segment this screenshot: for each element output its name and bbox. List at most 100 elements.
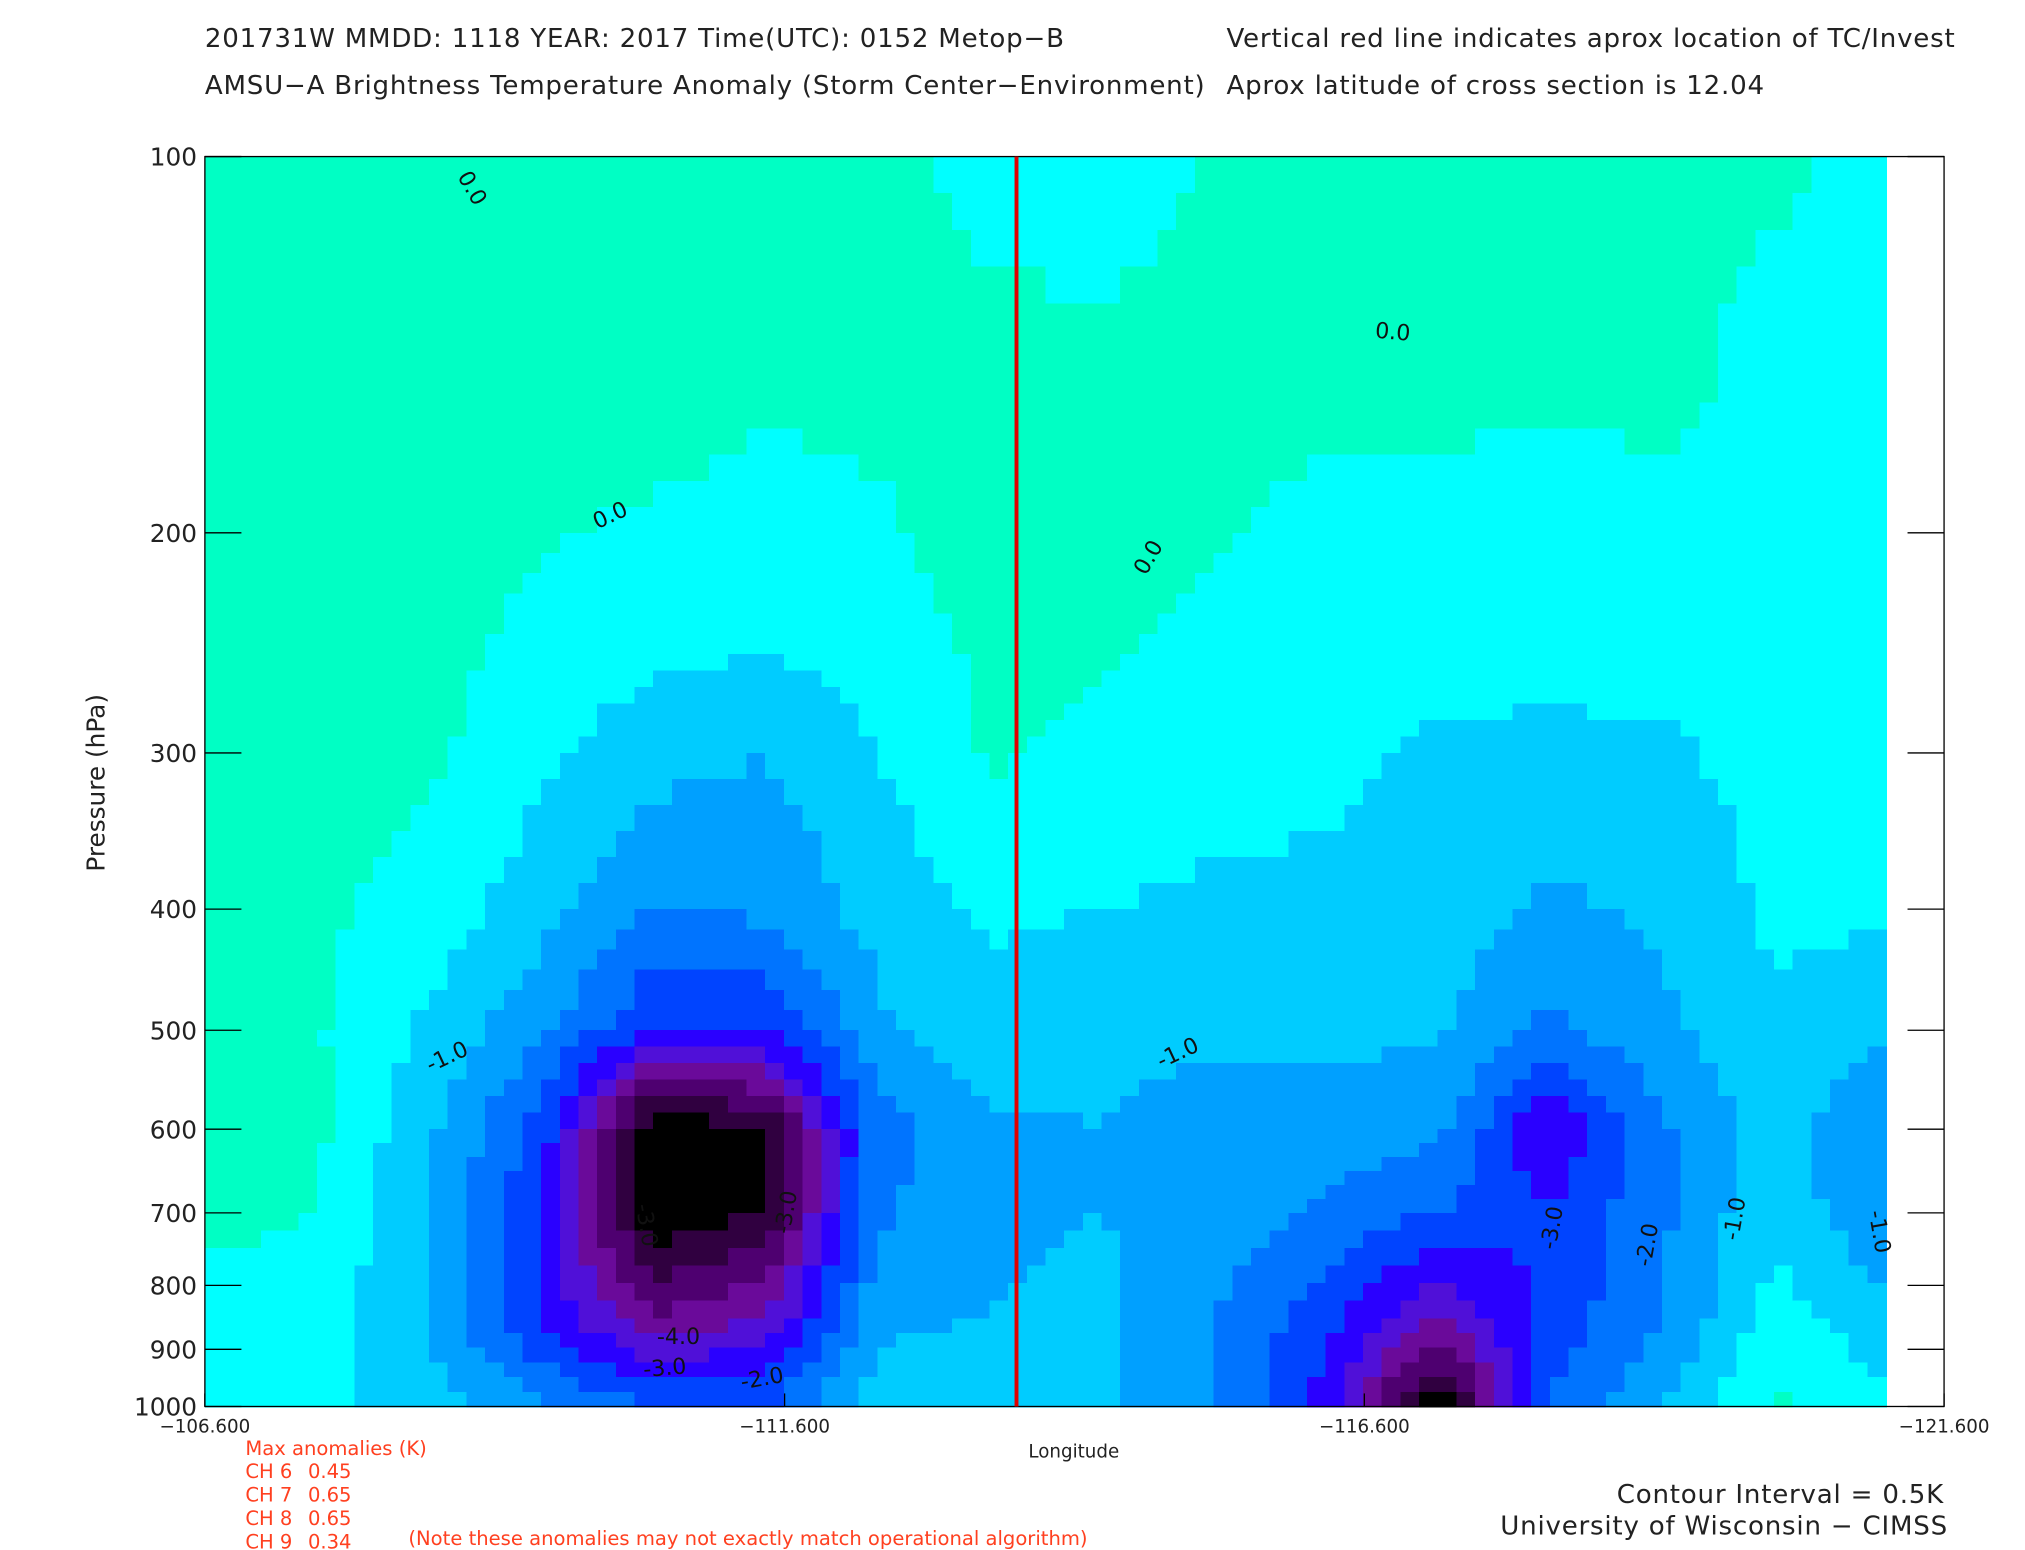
contour-cell (1120, 532, 1140, 554)
contour-cell (1250, 736, 1271, 754)
contour-cell (970, 686, 991, 705)
contour-cell (373, 1171, 393, 1186)
contour-cell (1194, 1046, 1215, 1064)
contour-cell (410, 1112, 430, 1130)
contour-cell (522, 428, 542, 456)
contour-cell (1419, 573, 1439, 595)
contour-cell (802, 969, 823, 991)
contour-cell (671, 1171, 692, 1186)
contour-cell (615, 1129, 636, 1144)
contour-cell (1325, 454, 1346, 482)
contour-cell (485, 1171, 505, 1186)
contour-cell (1587, 909, 1607, 931)
contour-cell (1437, 1030, 1458, 1048)
contour-cell (1400, 1212, 1420, 1232)
contour-cell (1830, 229, 1850, 268)
contour-cell (1661, 670, 1682, 688)
contour-cell (1213, 1184, 1234, 1200)
contour-cell (279, 376, 300, 404)
contour-cell (933, 156, 953, 195)
contour-cell (1120, 402, 1140, 430)
contour-cell (1493, 1265, 1514, 1284)
contour-cell (952, 670, 972, 688)
contour-cell (1773, 613, 1794, 635)
contour-cell (391, 1184, 412, 1200)
contour-cell (242, 506, 262, 534)
contour-cell (1250, 454, 1271, 482)
contour-cell (223, 480, 244, 508)
contour-cell (1661, 1046, 1682, 1064)
contour-cell (1643, 1063, 1663, 1081)
contour-cell (260, 1265, 281, 1284)
contour-cell (1587, 1212, 1607, 1232)
contour-cell (1643, 778, 1663, 806)
contour-cell (653, 949, 673, 971)
contour-cell (260, 1332, 281, 1349)
contour-cell (559, 949, 580, 971)
contour-cell (1101, 266, 1121, 305)
contour-cell (1400, 506, 1420, 534)
contour-cell (933, 719, 953, 738)
contour-cell (1830, 778, 1850, 806)
contour-cell (429, 1079, 449, 1097)
contour-cell (1811, 752, 1831, 780)
contour-cell (1624, 532, 1645, 554)
contour-cell (1101, 1010, 1121, 1032)
contour-cell (821, 193, 841, 231)
contour-cell (260, 480, 281, 508)
contour-cell (1643, 653, 1663, 672)
contour-cell (597, 1332, 617, 1349)
contour-cell (578, 480, 598, 508)
contour-cell (653, 506, 673, 534)
contour-cell (242, 831, 262, 858)
contour-cell (1661, 736, 1682, 754)
contour-cell (1157, 736, 1178, 754)
contour-cell (1587, 1143, 1607, 1158)
contour-cell (1811, 1063, 1831, 1081)
contour-cell (896, 1030, 916, 1048)
contour-cell (989, 1063, 1009, 1081)
contour-cell (1755, 573, 1775, 595)
contour-cell (298, 736, 318, 754)
contour-cell (317, 969, 337, 991)
contour-cell (373, 1283, 393, 1302)
contour-cell (1587, 804, 1607, 832)
contour-cell (410, 1247, 430, 1267)
contour-cell (1811, 1112, 1831, 1130)
contour-cell (1792, 703, 1813, 721)
contour-cell (914, 593, 935, 615)
contour-cell (447, 532, 468, 554)
contour-cell (783, 929, 804, 951)
contour-cell (1624, 929, 1645, 951)
contour-cell (1811, 1010, 1831, 1032)
contour-cell (1138, 1300, 1159, 1320)
contour-cell (877, 857, 897, 884)
contour-cell (802, 1030, 823, 1048)
contour-cell (559, 1129, 580, 1144)
contour-cell (522, 752, 542, 780)
contour-cell (1045, 229, 1065, 268)
contour-cell (1176, 1063, 1196, 1081)
contour-cell (690, 719, 711, 738)
contour-cell (1605, 653, 1626, 672)
contour-cell (746, 736, 767, 754)
contour-cell (1026, 480, 1047, 508)
contour-cell (1867, 736, 1887, 754)
contour-cell (634, 1079, 655, 1097)
contour-cell (839, 1265, 860, 1284)
contour-cell (615, 376, 636, 404)
contour-cell (1213, 1079, 1234, 1097)
contour-cell (727, 402, 748, 430)
contour-cell (1101, 1230, 1121, 1249)
contour-cell (765, 857, 785, 884)
contour-cell (391, 1265, 412, 1284)
contour-cell (1661, 532, 1682, 554)
contour-cell (1363, 831, 1383, 858)
contour-cell (1419, 686, 1439, 705)
contour-cell (783, 156, 804, 195)
contour-cell (298, 1283, 318, 1302)
contour-cell (615, 1347, 636, 1364)
contour-cell (279, 506, 300, 534)
contour-cell (1157, 229, 1178, 268)
contour-cell (746, 480, 767, 508)
